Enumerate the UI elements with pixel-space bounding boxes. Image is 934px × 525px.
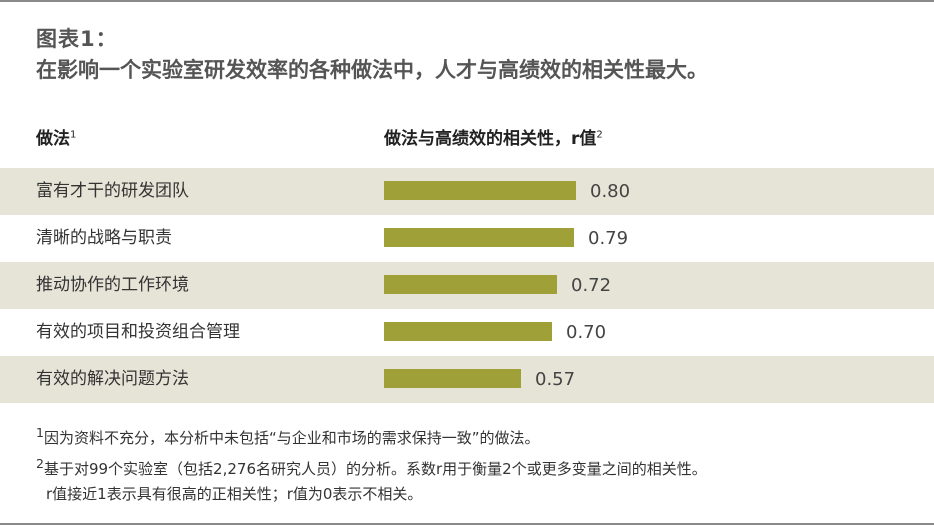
footnote-2-text: 基于对99个实验室（包括2,276名研究人员）的分析。系数r用于衡量2个或更多变… bbox=[43, 460, 707, 478]
value-label: 0.57 bbox=[535, 369, 576, 390]
footnote-1: 1因为资料不充分，本分析中未包括“与企业和市场的需求保持一致”的做法。 bbox=[36, 420, 707, 451]
title-block: 图表1： 在影响一个实验室研发效率的各种做法中，人才与高绩效的相关性最大。 bbox=[36, 24, 708, 86]
chart-row: 推动协作的工作环境 0.72 bbox=[0, 262, 934, 309]
footnote-1-marker: 1 bbox=[36, 425, 44, 440]
bar bbox=[384, 322, 552, 341]
figure-title: 在影响一个实验室研发效率的各种做法中，人才与高绩效的相关性最大。 bbox=[36, 58, 708, 82]
category-label: 清晰的战略与职责 bbox=[36, 228, 172, 248]
chart-row: 清晰的战略与职责 0.79 bbox=[0, 215, 934, 262]
correlation-footnote-marker: 2 bbox=[596, 129, 603, 141]
footnote-2-continued: r值接近1表示具有很高的正相关性；r值为0表示不相关。 bbox=[46, 485, 423, 503]
footnote-2: 2基于对99个实验室（包括2,276名研究人员）的分析。系数r用于衡量2个或更多… bbox=[36, 451, 707, 482]
footnote-2-marker: 2 bbox=[36, 456, 44, 471]
category-label: 有效的项目和投资组合管理 bbox=[36, 322, 240, 342]
bar-chart-rows: 富有才干的研发团队 0.80 清晰的战略与职责 0.79 推动协作的工作环境 0.72 有效… bbox=[0, 168, 934, 403]
practice-footnote-marker: 1 bbox=[70, 129, 77, 141]
footnotes: 1因为资料不充分，本分析中未包括“与企业和市场的需求保持一致”的做法。 2基于对… bbox=[36, 420, 707, 507]
category-label: 推动协作的工作环境 bbox=[36, 275, 189, 295]
chart-row: 富有才干的研发团队 0.80 bbox=[0, 168, 934, 215]
practice-header-text: 做法 bbox=[36, 129, 70, 149]
category-label: 富有才干的研发团队 bbox=[36, 181, 189, 201]
value-label: 0.79 bbox=[588, 228, 629, 249]
category-label: 有效的解决问题方法 bbox=[36, 369, 189, 389]
bar bbox=[384, 275, 557, 294]
value-label: 0.70 bbox=[566, 322, 607, 343]
value-label: 0.80 bbox=[590, 181, 631, 202]
bar bbox=[384, 369, 521, 388]
bar bbox=[384, 228, 574, 247]
footnote-1-text: 因为资料不充分，本分析中未包括“与企业和市场的需求保持一致”的做法。 bbox=[43, 429, 540, 447]
correlation-header-text: 做法与高绩效的相关性，r值 bbox=[384, 129, 597, 149]
correlation-column-header: 做法与高绩效的相关性，r值2 bbox=[384, 124, 603, 149]
practice-column-header: 做法1 bbox=[36, 124, 76, 149]
bar bbox=[384, 181, 576, 200]
figure-label: 图表1： bbox=[36, 27, 118, 51]
value-label: 0.72 bbox=[571, 275, 612, 296]
chart-row: 有效的解决问题方法 0.57 bbox=[0, 356, 934, 403]
chart-row: 有效的项目和投资组合管理 0.70 bbox=[0, 309, 934, 356]
